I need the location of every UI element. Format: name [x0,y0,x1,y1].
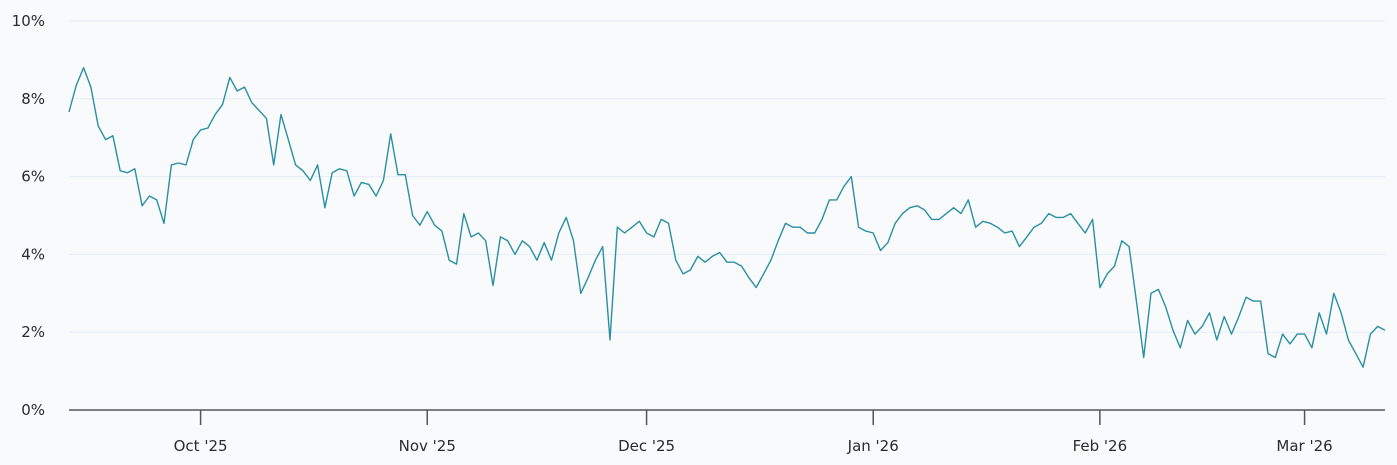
y-tick-label: 6% [21,168,45,186]
x-tick-label: Oct '25 [174,437,228,455]
x-tick-label: Mar '26 [1276,437,1332,455]
series-line [68,67,1386,368]
x-tick-label: Nov '25 [399,437,456,455]
x-tick-label: Dec '25 [618,437,675,455]
x-tick-label: Jan '26 [847,437,899,455]
y-axis: 0% 2% 4% 6% 8% 10% [12,12,45,419]
x-tick-label: Feb '26 [1073,437,1128,455]
y-tick-label: 8% [21,90,45,108]
series-group [68,67,1386,368]
y-tick-label: 0% [21,401,45,419]
y-tick-label: 2% [21,323,45,341]
gridlines [69,20,1385,333]
x-axis: Oct '25 Nov '25 Dec '25 Jan '26 Feb '26 Mar '… [69,409,1385,455]
y-tick-label: 10% [12,12,45,30]
y-tick-label: 4% [21,245,45,263]
